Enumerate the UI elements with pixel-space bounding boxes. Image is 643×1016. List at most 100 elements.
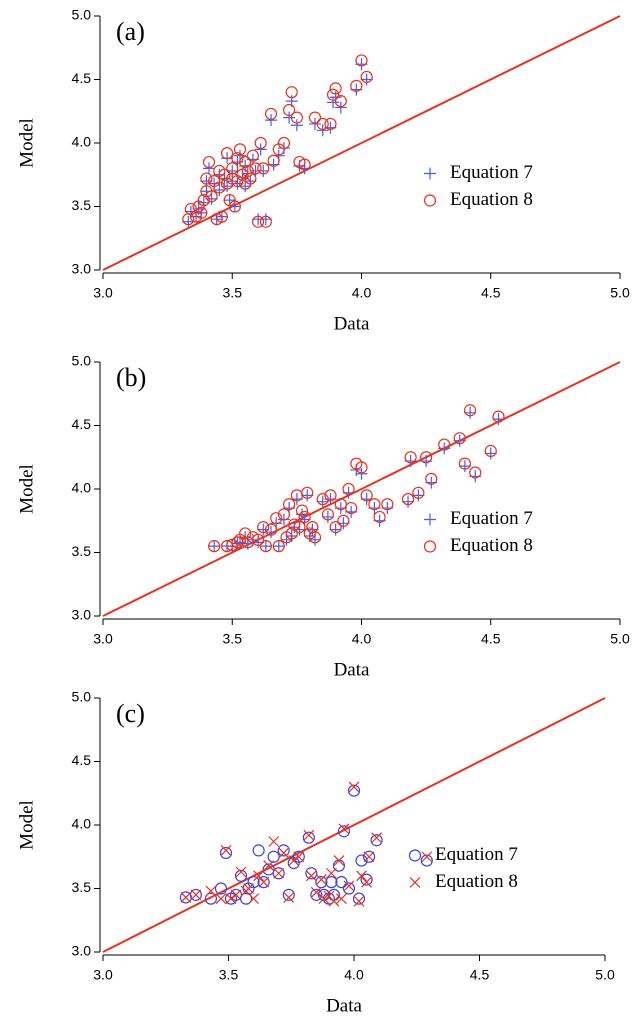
marker-plus: [453, 434, 466, 447]
marker-cross: [371, 832, 383, 844]
marker-circle: [239, 527, 252, 540]
marker-cross: [421, 851, 433, 863]
y-tick-label: 3.0: [72, 607, 92, 623]
y-tick-label: 4.5: [72, 70, 92, 86]
marker-plus: [412, 489, 425, 502]
marker-plus: [254, 143, 267, 156]
marker-circle: [315, 876, 328, 889]
y-axis-label: Model: [16, 800, 37, 850]
marker-circle: [324, 117, 337, 131]
x-tick-label: 5.0: [595, 967, 615, 983]
marker-plus: [329, 523, 342, 536]
x-tick-label: 3.0: [93, 631, 113, 647]
marker-plus: [257, 164, 270, 177]
marker-circle: [292, 850, 305, 863]
marker-circle: [249, 162, 262, 175]
marker-circle: [370, 834, 383, 847]
marker-plus: [265, 526, 278, 539]
series: [208, 406, 505, 553]
marker-plus: [316, 124, 329, 137]
marker-plus: [265, 114, 278, 127]
marker-circle: [305, 867, 318, 880]
legend-marker: [424, 167, 436, 180]
marker-cross: [343, 880, 355, 892]
marker-cross: [338, 823, 350, 835]
y-tick-label: 3.5: [72, 543, 92, 559]
marker-circle: [215, 210, 229, 223]
marker-plus: [290, 119, 303, 132]
marker-circle: [373, 510, 386, 524]
marker-circle: [334, 498, 347, 511]
marker-circle: [259, 540, 272, 553]
marker-plus: [259, 540, 272, 553]
x-axis-label: Data: [334, 313, 370, 334]
marker-circle: [257, 162, 270, 175]
marker-circle: [438, 438, 451, 451]
marker-cross: [215, 893, 227, 905]
marker-cross: [220, 844, 232, 856]
marker-circle: [404, 451, 417, 464]
marker-cross: [258, 876, 270, 888]
y-tick-label: 3.5: [72, 197, 92, 213]
marker-circle: [244, 172, 257, 185]
marker-plus: [327, 96, 340, 109]
reference-line: [102, 697, 606, 953]
marker-circle: [420, 854, 433, 867]
x-tick-label: 3.5: [223, 285, 243, 301]
marker-cross: [318, 893, 330, 905]
marker-circle: [205, 190, 218, 203]
marker-circle: [272, 867, 285, 880]
marker-cross: [303, 829, 315, 841]
marker-cross: [363, 851, 375, 863]
marker-circle: [264, 523, 278, 536]
marker-circle: [277, 844, 290, 857]
marker-circle: [381, 498, 394, 511]
marker-circle: [219, 846, 233, 860]
marker-circle: [264, 107, 278, 120]
marker-circle: [202, 155, 216, 169]
marker-circle: [352, 892, 366, 905]
marker-cross: [180, 891, 192, 903]
legend-label: Equation 7: [450, 162, 533, 183]
marker-circle: [252, 533, 265, 546]
y-tick-label: 5.0: [72, 689, 92, 705]
marker-cross: [315, 874, 327, 886]
marker-circle: [270, 512, 283, 525]
series: [179, 784, 433, 905]
marker-plus: [221, 180, 234, 193]
y-tick-label: 4.0: [72, 134, 92, 150]
marker-circle: [220, 540, 234, 553]
marker-circle: [355, 854, 368, 867]
marker-plus: [208, 540, 221, 553]
marker-circle: [302, 831, 315, 844]
marker-circle: [316, 117, 329, 131]
marker-plus: [182, 215, 195, 228]
marker-plus: [316, 495, 329, 508]
marker-circle: [246, 149, 260, 162]
x-tick-label: 4.0: [344, 967, 364, 983]
marker-cross: [348, 781, 360, 793]
marker-circle: [233, 143, 247, 156]
marker-circle: [220, 147, 234, 160]
marker-cross: [230, 889, 242, 901]
marker-circle: [326, 88, 340, 101]
marker-plus: [234, 536, 247, 549]
legend-label: Equation 7: [435, 844, 518, 865]
marker-plus: [360, 73, 373, 86]
series: [180, 781, 433, 907]
marker-circle: [316, 493, 329, 506]
marker-cross: [205, 885, 217, 897]
marker-cross: [263, 860, 275, 872]
x-tick-label: 4.0: [352, 285, 372, 301]
panel-label: (b): [116, 363, 146, 392]
series: [182, 54, 373, 228]
marker-plus: [484, 447, 497, 460]
marker-plus: [402, 495, 415, 508]
marker-circle: [334, 94, 347, 108]
panel-label: (a): [116, 17, 145, 46]
marker-circle: [337, 514, 350, 527]
y-tick-label: 5.0: [72, 7, 92, 23]
marker-cross: [273, 867, 285, 879]
